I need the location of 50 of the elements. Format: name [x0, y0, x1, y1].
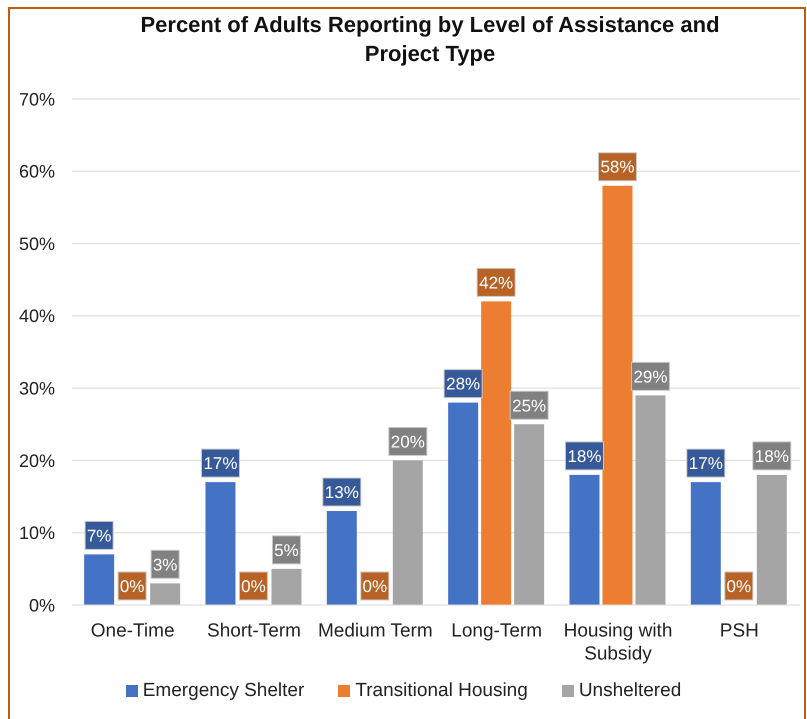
- chart-title: Percent of Adults Reporting by Level of Assistance and Project Type: [139, 11, 721, 68]
- bar: [205, 482, 236, 605]
- x-tick-label: Medium Term: [318, 620, 433, 642]
- data-label: 17%: [688, 454, 723, 474]
- bar: [271, 568, 302, 605]
- y-tick-label: 60%: [18, 162, 55, 182]
- data-label: 18%: [754, 446, 789, 466]
- data-label: 29%: [633, 367, 668, 386]
- bar: [602, 186, 632, 605]
- data-label: 18%: [567, 446, 602, 466]
- x-tick-label: One-Time: [90, 620, 175, 642]
- bar: [481, 301, 512, 605]
- y-tick-label: 0%: [28, 595, 55, 616]
- y-tick-label: 70%: [18, 89, 55, 110]
- x-tick-label: Long-Term: [451, 620, 542, 642]
- data-label: 0%: [120, 577, 144, 596]
- data-label: 17%: [203, 454, 238, 474]
- y-tick-label: 30%: [18, 378, 55, 399]
- data-label: 0%: [362, 577, 388, 596]
- data-label: 0%: [241, 577, 266, 596]
- data-label: 28%: [446, 374, 480, 394]
- bar: [690, 482, 721, 605]
- x-tick-label: Short-Term: [207, 620, 301, 642]
- y-tick-label: 50%: [18, 234, 55, 254]
- bar: [448, 402, 478, 605]
- y-tick-label: 40%: [18, 306, 55, 326]
- bar: [326, 511, 357, 605]
- bar: [84, 554, 114, 605]
- bar: [392, 460, 423, 605]
- legend-label: Unsheltered: [578, 680, 682, 702]
- data-label: 42%: [479, 273, 514, 292]
- data-label: 5%: [274, 540, 299, 560]
- data-label: 13%: [324, 483, 359, 502]
- x-tick-label: Housing with Subsidy: [564, 620, 672, 664]
- data-label: 7%: [86, 526, 112, 546]
- bar: [756, 474, 787, 605]
- legend-label: Emergency Shelter: [142, 680, 304, 702]
- data-label: 58%: [600, 158, 634, 177]
- legend-label: Transitional Housing: [355, 680, 528, 702]
- y-tick-label: 10%: [18, 523, 55, 544]
- data-label: 0%: [726, 577, 752, 596]
- data-label: 3%: [152, 555, 178, 574]
- bar: [514, 424, 544, 605]
- x-tick-label: PSH: [720, 620, 759, 642]
- bar: [569, 474, 600, 605]
- bar: [150, 583, 180, 605]
- y-tick-label: 20%: [18, 450, 55, 471]
- bar: [635, 395, 666, 605]
- data-label: 20%: [390, 432, 425, 452]
- data-label: 25%: [512, 396, 546, 416]
